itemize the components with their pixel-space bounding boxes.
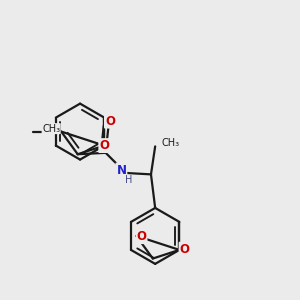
Text: N: N: [116, 164, 126, 176]
Text: CH₃: CH₃: [42, 124, 60, 134]
Text: CH₃: CH₃: [161, 138, 179, 148]
Text: O: O: [180, 243, 190, 256]
Text: O: O: [136, 230, 146, 243]
Text: O: O: [105, 115, 115, 128]
Text: H: H: [125, 175, 132, 185]
Text: O: O: [99, 139, 109, 152]
